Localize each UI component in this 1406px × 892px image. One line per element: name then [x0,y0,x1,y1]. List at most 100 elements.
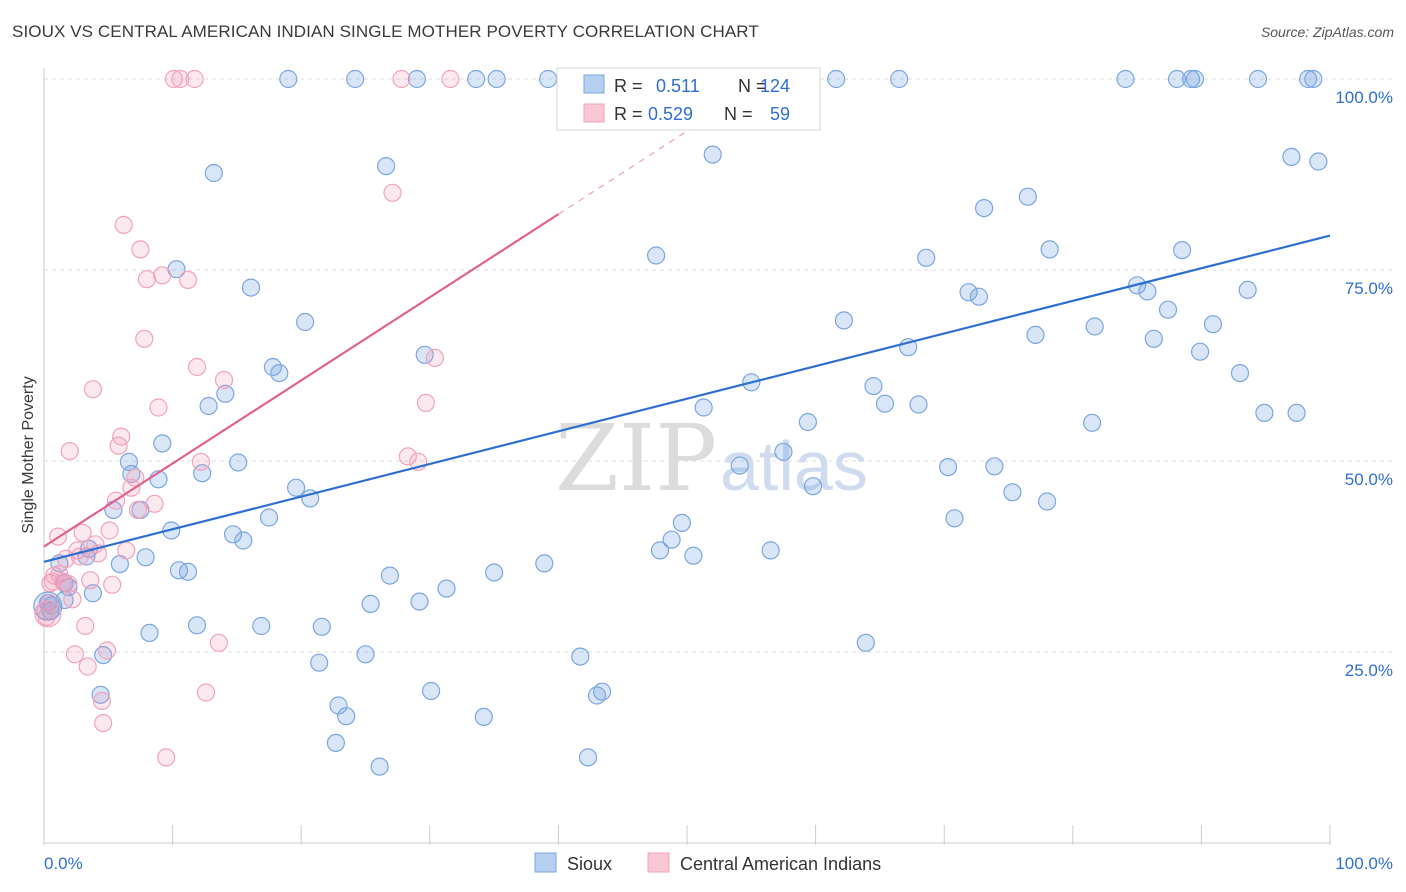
sioux-point [909,395,928,414]
sioux-point [1082,413,1102,432]
central-american-point [187,357,207,377]
sioux-point [1190,342,1210,361]
central-american-point [60,442,79,461]
sioux-point [1138,282,1157,301]
watermark-atlas: atlas [720,427,868,505]
central-american-point [171,69,190,89]
sioux-point [1248,69,1268,89]
legend-swatch-sioux-bottom [534,852,557,873]
sioux-point [140,623,159,643]
sioux-point [270,364,289,383]
sioux-point [694,398,713,417]
sioux-point [1040,240,1059,259]
sioux-point [672,513,692,533]
sioux-point [578,748,598,767]
sioux-point [216,384,235,403]
stats-n-label-1: N = [738,76,767,96]
central-american-point [185,69,204,89]
sioux-point [187,616,207,635]
central-american-point [114,215,133,234]
sioux-point [650,541,670,560]
sioux-point [229,453,248,472]
sioux-point [535,554,554,573]
sioux-point [945,509,964,528]
sioux-point [1203,315,1223,334]
central-american-point [103,575,122,594]
central-american-point [94,713,113,733]
sioux-point [312,617,331,636]
central-american-point [164,69,183,89]
sioux-point [684,546,703,565]
stats-n-label-2: N = [724,104,753,124]
central-american-point [178,270,198,289]
sioux-point [310,653,329,672]
sioux-point [938,458,958,477]
sioux-point [1003,483,1022,502]
axes: 25.0% 50.0% 75.0% 100.0% [43,68,1393,845]
sioux-point [487,69,506,89]
stats-n-value-1: 124 [760,76,790,96]
sioux-point [646,246,666,265]
central-american-point [196,683,216,702]
central-american-point [209,633,228,652]
sioux-point [1085,317,1104,336]
source-credit: Source: ZipAtlas.com [1260,24,1394,40]
sioux-point [1255,403,1274,422]
sioux-point [798,412,818,432]
sioux-point [474,707,493,727]
stats-r-label-2: R = [614,104,643,124]
sioux-point [1298,69,1318,89]
sioux-point [1172,241,1192,260]
sioux-point [178,562,198,581]
x-tick-label-min: 0.0% [44,854,83,873]
sioux-point [834,311,854,330]
sioux-point [1167,69,1187,89]
sioux-point [241,278,261,297]
legend-swatch-central-american-bottom [647,852,670,873]
central-american-point [153,266,172,285]
central-american-point [157,748,176,767]
stats-r-value-1: 0.511 [656,76,700,96]
sioux-point [1116,69,1135,89]
central-american-point [100,521,119,540]
central-american-point [131,240,150,259]
sioux-point [538,69,558,89]
central-american-point [112,427,131,446]
legend-label-sioux: Sioux [567,854,612,874]
central-american-point [73,523,92,542]
sioux-point [803,477,823,496]
sioux-point [326,733,345,753]
central-american-point [59,574,78,594]
sioux-point [377,157,396,176]
central-american-point [43,572,63,591]
sioux-point [485,563,504,582]
sioux-point [974,199,994,218]
central-american-point [441,69,460,89]
sioux-point [380,566,399,585]
sioux-point [91,685,110,704]
series-legend: Sioux Central American Indians [534,852,881,874]
central-american-point [392,69,411,89]
sioux-point [346,69,365,89]
y-axis-label: Single Mother Poverty [20,376,37,533]
sioux-point [153,434,172,453]
sioux-point [1018,187,1037,206]
y-tick-label-75: 75.0% [1345,279,1393,298]
sioux-point [1037,492,1057,511]
sioux-point [296,312,315,332]
sioux-point [1304,69,1323,89]
sioux-point [592,682,612,701]
sioux-point [827,69,846,89]
central-american-point [128,500,147,519]
sioux-point [856,633,875,652]
sioux-point [703,145,722,164]
sioux-point [1026,325,1045,344]
sioux-point [422,681,441,701]
sioux-point [875,394,895,413]
sioux-point [917,248,936,267]
x-tick-label-max: 100.0% [1335,854,1393,873]
sioux-point [730,456,749,475]
sioux-point [407,69,426,89]
central-american-point [135,329,154,348]
chart-title: SIOUX VS CENTRAL AMERICAN INDIAN SINGLE … [12,22,759,41]
